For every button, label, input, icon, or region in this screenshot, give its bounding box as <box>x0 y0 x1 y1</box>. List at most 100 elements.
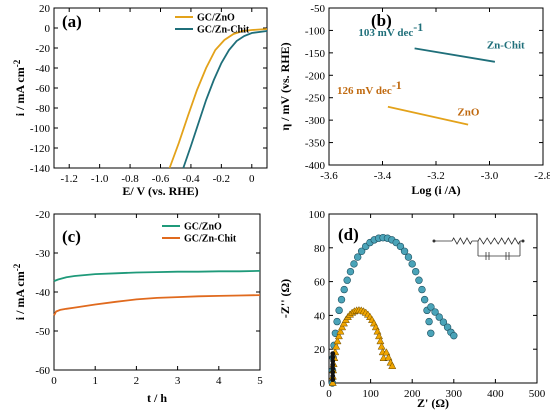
resistor <box>477 237 501 245</box>
y-axis-label: -Z'' (Ω) <box>278 279 292 318</box>
y-tick-label: -50 <box>310 3 325 15</box>
x-tick-label: 400 <box>487 388 504 400</box>
data-point-circle <box>412 267 420 276</box>
y-tick-label: -100 <box>30 123 51 135</box>
y-tick-label: -120 <box>30 143 51 155</box>
annotation: ZnO <box>457 107 479 119</box>
data-point-triangle <box>332 342 341 350</box>
x-tick-label: 1 <box>92 375 98 387</box>
data-point-circle <box>337 295 346 304</box>
y-tick-label: 60 <box>314 277 326 289</box>
data-point-triangle <box>377 342 386 350</box>
data-point-dark <box>330 354 336 360</box>
x-tick-label: 4 <box>216 375 222 387</box>
x-tick-label: -3.6 <box>320 170 338 182</box>
panel-c: 0 1 2 3 4 5 -60 -50 -40 -30 -20 t / h i / mA cm-2 (c)… <box>12 209 263 405</box>
panel-a: -1.2 -1.0 -0.8 -0.6 -0.4 -0.2 0 -140 -120 -100 -80… <box>12 3 268 198</box>
x-tick-label: -0.8 <box>121 173 139 185</box>
y-tick-label: -250 <box>305 93 326 105</box>
x-tick-label: -1.2 <box>61 173 78 185</box>
y-tick-label: 40 <box>314 310 326 322</box>
annotation: Zn-Chit <box>487 39 525 51</box>
data-point-circle <box>346 267 355 276</box>
y-tick-label: -60 <box>35 83 50 95</box>
x-tick-label: 300 <box>446 388 463 400</box>
data-point-dark <box>330 377 336 383</box>
data-point-circle <box>408 260 416 268</box>
series-line-zn-chit <box>414 47 496 63</box>
y-axis-label: η / mV (vs. RHE) <box>278 42 292 130</box>
y-tick-label: -40 <box>35 287 50 299</box>
y-axis-label: i / mA cm-2 <box>12 263 27 320</box>
y-tick-label: -40 <box>35 63 50 75</box>
data-point-circle <box>450 331 458 340</box>
y-axis-label: i / mA cm-2 <box>12 59 27 116</box>
y-tick-label: -60 <box>35 365 50 377</box>
y-tick-label: -20 <box>35 209 50 221</box>
data-point-dark <box>330 373 336 379</box>
data-point-circle <box>443 323 452 331</box>
y-tick-label: 20 <box>314 344 326 356</box>
panel-d: 0 100 200 300 400 500 0 20 40 60 80 100 Z' (Ω) -Z'' (… <box>278 209 546 410</box>
y-tick-label: 80 <box>314 243 326 255</box>
x-axis-label: t / h <box>147 391 167 405</box>
y-tick-label: 0 <box>45 23 51 35</box>
data-point-circle <box>420 295 429 304</box>
circuit-node <box>521 239 525 243</box>
data-point-circle <box>400 247 409 255</box>
data-point-triangle <box>384 353 393 361</box>
series-line-gc-zno <box>53 270 261 282</box>
legend-entry: GC/Zn-Chit <box>184 234 237 245</box>
y-tick-label: 100 <box>309 209 326 221</box>
x-tick-label: 0 <box>326 388 332 400</box>
series-line-gc-zn-chit <box>182 30 268 169</box>
x-axis-label: E/ V (vs. RHE) <box>122 184 198 198</box>
data-point-triangle <box>382 348 391 356</box>
data-point-dark <box>330 369 336 375</box>
x-tick-label: -0.4 <box>182 173 200 185</box>
data-point-circle <box>431 308 439 316</box>
data-point-circle <box>425 317 433 326</box>
x-tick-label: 200 <box>404 388 421 400</box>
y-tick-label: -300 <box>305 115 326 127</box>
resistor <box>499 237 521 245</box>
data-point-triangle <box>334 331 343 340</box>
equivalent-circuit-icon <box>432 237 525 260</box>
series-line-gc-zn-chit <box>53 294 261 316</box>
data-point-circle <box>350 260 358 268</box>
x-tick-label: -3.2 <box>427 170 444 182</box>
data-point-circle <box>439 318 448 326</box>
data-point-dark <box>330 362 336 368</box>
data-point-dark <box>330 366 336 371</box>
data-point-circle <box>415 276 423 284</box>
x-tick-label: 2 <box>134 375 140 387</box>
x-tick-label: -3.0 <box>481 170 499 182</box>
panel-label: (a) <box>62 12 82 31</box>
legend-entry: GC/Zn-Chit <box>197 25 250 36</box>
y-tick-label: -100 <box>305 25 326 37</box>
series-line-gc-zno <box>168 28 268 169</box>
data-point-circle <box>396 242 405 251</box>
resistor <box>451 237 473 245</box>
data-point-triangle <box>328 378 337 386</box>
data-point-circle <box>435 313 443 321</box>
data-point-triangle <box>388 361 397 369</box>
y-tick-label: -200 <box>305 70 326 82</box>
y-tick-label: -80 <box>35 103 50 115</box>
data-point-dark <box>330 358 336 364</box>
x-tick-label: 3 <box>175 375 181 387</box>
data-point-triangle <box>333 337 342 345</box>
plot-frame <box>328 213 538 384</box>
data-point-triangle <box>338 323 347 331</box>
panel-b: -3.6 -3.4 -3.2 -3.0 -2.8 -400 -350 -300 -250 -200… <box>278 3 550 197</box>
annotation: 126 mV dec-1 <box>337 78 402 97</box>
legend-entry: GC/ZnO <box>197 13 235 24</box>
data-point-circle <box>354 253 362 261</box>
data-point-circle <box>357 247 366 255</box>
data-point-circle <box>340 285 348 294</box>
y-tick-label: -30 <box>35 248 50 260</box>
panel-label: (d) <box>338 225 359 244</box>
series-line-zno <box>387 105 469 126</box>
data-point-circle <box>427 329 435 337</box>
